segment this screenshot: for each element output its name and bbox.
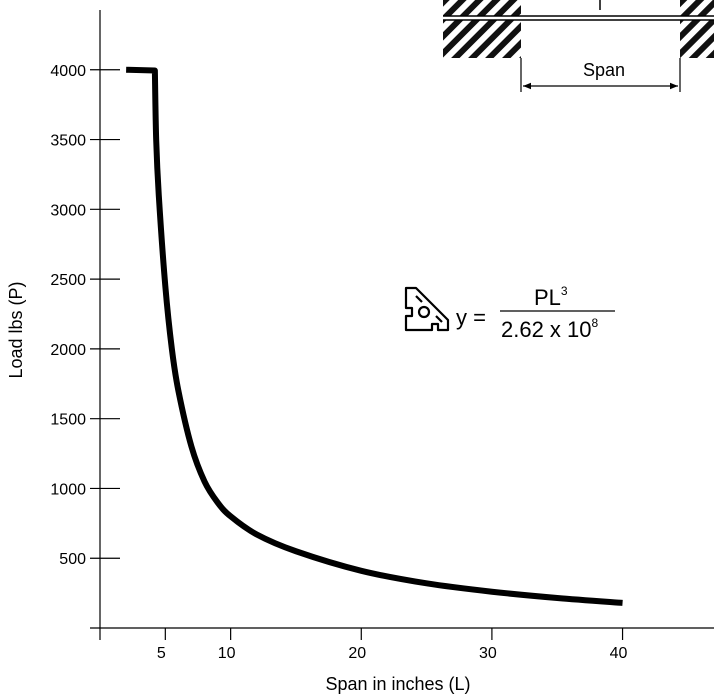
series-line bbox=[126, 66, 623, 606]
span-label: Span bbox=[583, 60, 625, 80]
left-support bbox=[443, 0, 521, 16]
right-support-lower bbox=[680, 20, 714, 58]
x-tick-label: 30 bbox=[479, 645, 497, 662]
equation-numerator: PL3 bbox=[534, 284, 568, 310]
y-tick-label: 2500 bbox=[50, 272, 86, 289]
y-tick-label: 500 bbox=[59, 551, 86, 568]
y-ticks: 500 1000 1500 2000 2500 3000 3500 4000 bbox=[50, 63, 120, 568]
y-tick-label: 2000 bbox=[50, 342, 86, 359]
deflection-equation: y = PL3 2.62 x 108 bbox=[404, 284, 615, 342]
x-tick-label: 40 bbox=[610, 645, 628, 662]
y-tick-label: 3000 bbox=[50, 202, 86, 219]
y-axis-label: Load lbs (P) bbox=[6, 281, 26, 378]
x-tick-label: 5 bbox=[157, 645, 166, 662]
y-tick-label: 1500 bbox=[50, 412, 86, 429]
y-tick-label: 3500 bbox=[50, 133, 86, 150]
x-tick-label: 10 bbox=[218, 645, 236, 662]
span-diagram: Span bbox=[443, 0, 714, 92]
y-tick-label: 1000 bbox=[50, 481, 86, 498]
equation-lhs: y = bbox=[456, 305, 486, 330]
equation-denominator: 2.62 x 108 bbox=[501, 316, 599, 342]
left-support-lower bbox=[443, 20, 521, 58]
y-tick-label: 4000 bbox=[50, 63, 86, 80]
x-axis-label: Span in inches (L) bbox=[325, 674, 470, 694]
right-support bbox=[680, 0, 714, 16]
x-ticks: 5 10 20 30 40 bbox=[157, 628, 628, 662]
extrusion-profile-icon bbox=[404, 286, 450, 332]
axes bbox=[90, 10, 714, 640]
x-tick-label: 20 bbox=[348, 645, 366, 662]
